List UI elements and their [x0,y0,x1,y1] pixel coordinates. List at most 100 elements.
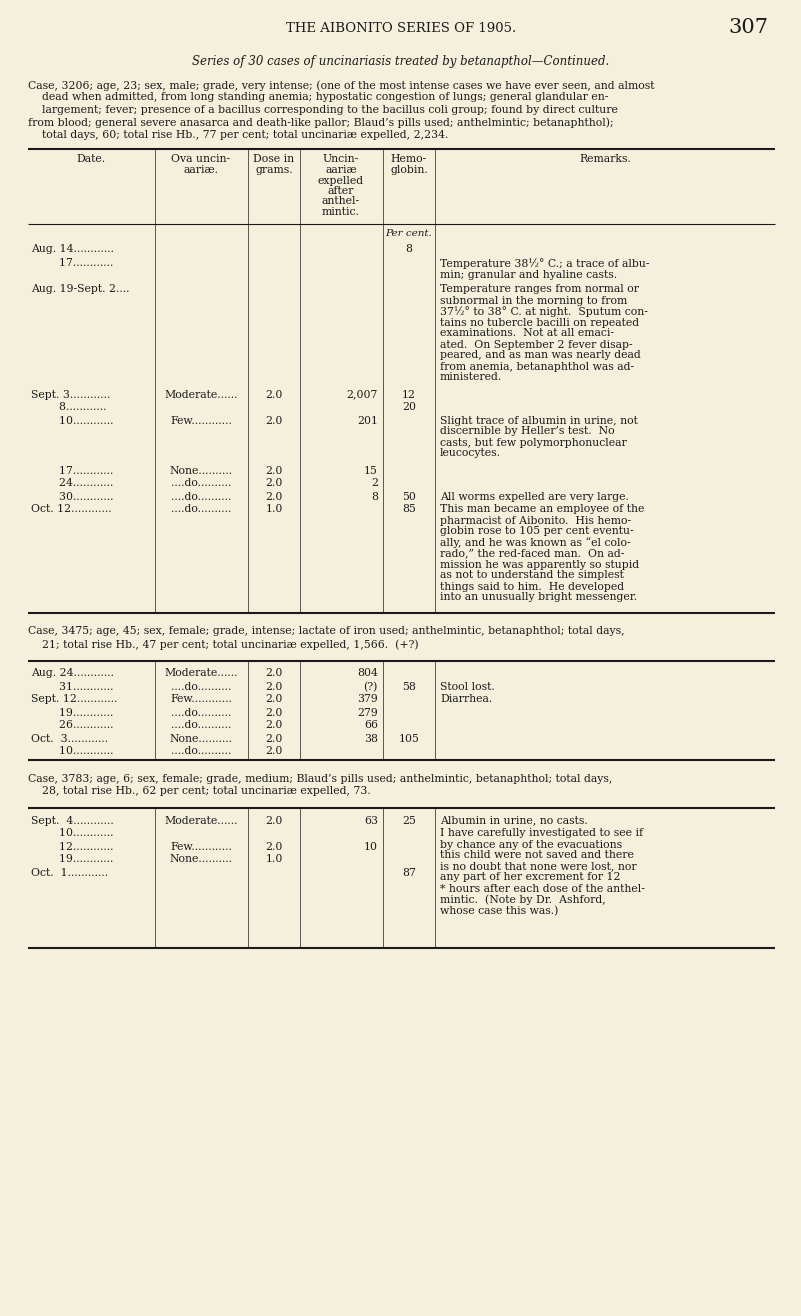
Text: Remarks.: Remarks. [579,154,631,164]
Text: Aug. 14............: Aug. 14............ [31,245,114,254]
Text: Series of 30 cases of uncinariasis treated by betanapthol—Continued.: Series of 30 cases of uncinariasis treat… [192,55,610,68]
Text: 19............: 19............ [31,708,114,717]
Text: 26............: 26............ [31,720,114,730]
Text: Few............: Few............ [170,841,232,851]
Text: ated.  On September 2 fever disap-: ated. On September 2 fever disap- [440,340,633,350]
Text: aariæ: aariæ [325,164,356,175]
Text: ....do..........: ....do.......... [171,682,231,691]
Text: ....do..........: ....do.......... [171,720,231,730]
Text: 25: 25 [402,816,416,825]
Text: 201: 201 [357,416,378,425]
Text: Aug. 19-Sept. 2....: Aug. 19-Sept. 2.... [31,284,130,295]
Text: 17............: 17............ [31,466,114,475]
Text: Case, 3206; age, 23; sex, male; grade, very intense; (one of the most intense ca: Case, 3206; age, 23; sex, male; grade, v… [28,80,654,91]
Text: Date.: Date. [76,154,106,164]
Text: Dose in: Dose in [253,154,295,164]
Text: largement; fever; presence of a bacillus corresponding to the bacillus coli grou: largement; fever; presence of a bacillus… [28,105,618,114]
Text: peared, and as man was nearly dead: peared, and as man was nearly dead [440,350,641,361]
Text: 2.0: 2.0 [265,733,283,744]
Text: 85: 85 [402,504,416,515]
Text: 12............: 12............ [31,841,114,851]
Text: tains no tubercle bacilli on repeated: tains no tubercle bacilli on repeated [440,317,639,328]
Text: ....do..........: ....do.......... [171,504,231,515]
Text: 804: 804 [357,669,378,679]
Text: Oct.  1............: Oct. 1............ [31,867,108,878]
Text: leucocytes.: leucocytes. [440,449,501,458]
Text: 58: 58 [402,682,416,691]
Text: globin rose to 105 per cent eventu-: globin rose to 105 per cent eventu- [440,526,634,537]
Text: 2.0: 2.0 [265,720,283,730]
Text: 10............: 10............ [31,829,114,838]
Text: 10............: 10............ [31,416,114,425]
Text: 2.0: 2.0 [265,816,283,825]
Text: Case, 3475; age, 45; sex, female; grade, intense; lactate of iron used; anthelmi: Case, 3475; age, 45; sex, female; grade,… [28,626,625,637]
Text: mintic.: mintic. [322,207,360,217]
Text: 8: 8 [405,245,413,254]
Text: Sept. 3............: Sept. 3............ [31,390,111,400]
Text: Hemo-: Hemo- [391,154,427,164]
Text: Diarrhea.: Diarrhea. [440,695,493,704]
Text: Temperature 38½° C.; a trace of albu-: Temperature 38½° C.; a trace of albu- [440,258,650,270]
Text: 2.0: 2.0 [265,841,283,851]
Text: 2.0: 2.0 [265,491,283,501]
Text: from blood; general severe anasarca and death-like pallor; Blaud’s pills used; a: from blood; general severe anasarca and … [28,117,614,128]
Text: 1.0: 1.0 [265,504,283,515]
Text: 279: 279 [357,708,378,717]
Text: as not to understand the simplest: as not to understand the simplest [440,571,624,580]
Text: 63: 63 [364,816,378,825]
Text: globin.: globin. [390,164,428,175]
Text: 10............: 10............ [31,746,114,757]
Text: by chance any of the evacuations: by chance any of the evacuations [440,840,622,850]
Text: 2: 2 [371,479,378,488]
Text: discernible by Heller’s test.  No: discernible by Heller’s test. No [440,426,614,437]
Text: Moderate......: Moderate...... [164,816,238,825]
Text: 19............: 19............ [31,854,114,865]
Text: All worms expelled are very large.: All worms expelled are very large. [440,491,629,501]
Text: rado,” the red-faced man.  On ad-: rado,” the red-faced man. On ad- [440,549,624,558]
Text: Stool lost.: Stool lost. [440,682,495,691]
Text: 15: 15 [364,466,378,475]
Text: 20: 20 [402,403,416,412]
Text: total days, 60; total rise Hb., 77 per cent; total uncinariæ expelled, 2,234.: total days, 60; total rise Hb., 77 per c… [28,130,449,139]
Text: Oct. 12............: Oct. 12............ [31,504,111,515]
Text: 2.0: 2.0 [265,746,283,757]
Text: into an unusually bright messenger.: into an unusually bright messenger. [440,592,637,603]
Text: 10: 10 [364,841,378,851]
Text: 2.0: 2.0 [265,416,283,425]
Text: 2.0: 2.0 [265,479,283,488]
Text: Sept. 12............: Sept. 12............ [31,695,118,704]
Text: ....do..........: ....do.......... [171,479,231,488]
Text: Ova uncin-: Ova uncin- [171,154,231,164]
Text: 2.0: 2.0 [265,466,283,475]
Text: 28, total rise Hb., 62 per cent; total uncinariæ expelled, 73.: 28, total rise Hb., 62 per cent; total u… [28,787,371,796]
Text: subnormal in the morning to from: subnormal in the morning to from [440,296,627,305]
Text: (?): (?) [364,682,378,692]
Text: 2,007: 2,007 [347,390,378,400]
Text: ministered.: ministered. [440,372,502,383]
Text: Oct.  3............: Oct. 3............ [31,733,108,744]
Text: after: after [328,186,354,196]
Text: ....do..........: ....do.......... [171,746,231,757]
Text: 87: 87 [402,867,416,878]
Text: dead when admitted, from long standing anemia; hypostatic congestion of lungs; g: dead when admitted, from long standing a… [28,92,609,103]
Text: 2.0: 2.0 [265,682,283,691]
Text: 2.0: 2.0 [265,669,283,679]
Text: Sept.  4............: Sept. 4............ [31,816,114,825]
Text: Albumin in urine, no casts.: Albumin in urine, no casts. [440,816,588,825]
Text: mintic.  (Note by Dr.  Ashford,: mintic. (Note by Dr. Ashford, [440,895,606,905]
Text: 8: 8 [371,491,378,501]
Text: Case, 3783; age, 6; sex, female; grade, medium; Blaud’s pills used; anthelmintic: Case, 3783; age, 6; sex, female; grade, … [28,774,613,783]
Text: 1.0: 1.0 [265,854,283,865]
Text: grams.: grams. [256,164,293,175]
Text: 30............: 30............ [31,491,114,501]
Text: 21; total rise Hb., 47 per cent; total uncinariæ expelled, 1,566.  (+?): 21; total rise Hb., 47 per cent; total u… [28,640,419,650]
Text: This man became an employee of the: This man became an employee of the [440,504,644,515]
Text: 31............: 31............ [31,682,114,691]
Text: aariæ.: aariæ. [183,164,219,175]
Text: Uncin-: Uncin- [323,154,359,164]
Text: pharmacist of Aibonito.  His hemo-: pharmacist of Aibonito. His hemo- [440,516,631,525]
Text: None..........: None.......... [170,466,232,475]
Text: Aug. 24............: Aug. 24............ [31,669,114,679]
Text: None..........: None.......... [170,733,232,744]
Text: Few............: Few............ [170,695,232,704]
